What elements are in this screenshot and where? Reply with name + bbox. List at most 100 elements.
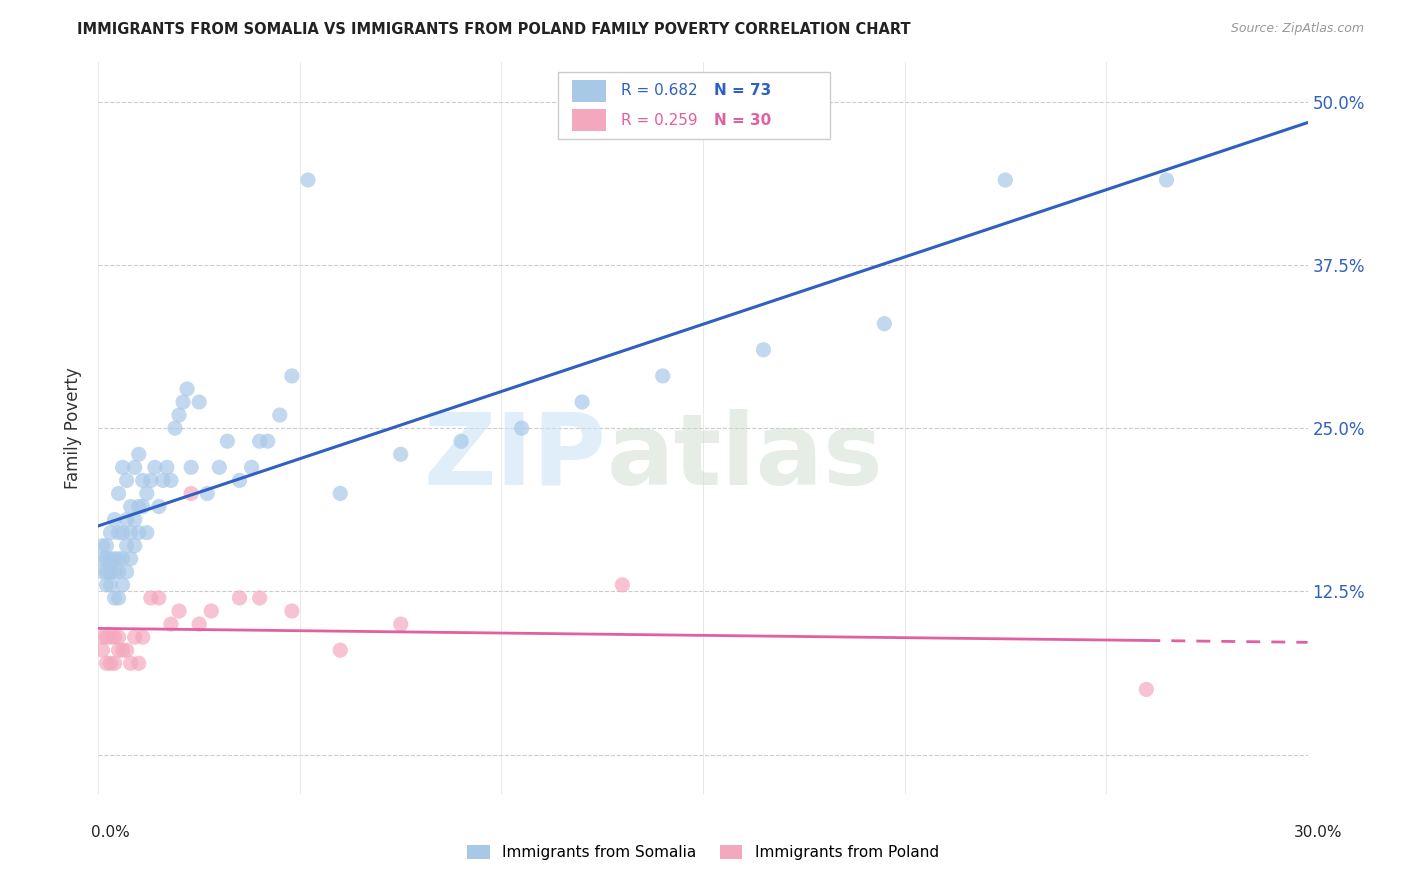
Point [96, 657, 118, 671]
Point [103, 551, 125, 566]
Point [100, 525, 122, 540]
Point [96, 565, 118, 579]
Text: R = 0.682: R = 0.682 [621, 83, 697, 98]
Point [111, 460, 134, 475]
Point [1156, 173, 1178, 187]
Point [96, 578, 118, 592]
Point [329, 486, 352, 500]
Point [120, 657, 142, 671]
Point [172, 395, 194, 409]
Text: Source: ZipAtlas.com: Source: ZipAtlas.com [1230, 22, 1364, 36]
Point [389, 447, 412, 461]
Point [103, 657, 125, 671]
Point [96, 539, 118, 553]
Point [100, 630, 122, 644]
Point [128, 657, 150, 671]
Point [120, 525, 142, 540]
Point [120, 500, 142, 514]
Point [91, 565, 114, 579]
Point [111, 551, 134, 566]
Point [128, 525, 150, 540]
Point [128, 500, 150, 514]
Point [120, 551, 142, 566]
Point [107, 525, 129, 540]
Point [100, 578, 122, 592]
Point [139, 474, 162, 488]
Point [124, 460, 146, 475]
Point [297, 173, 319, 187]
Point [115, 565, 138, 579]
Point [281, 604, 304, 618]
Point [111, 643, 134, 657]
Text: N = 73: N = 73 [714, 83, 770, 98]
Point [167, 604, 190, 618]
Point [100, 657, 122, 671]
Point [103, 591, 125, 605]
Point [96, 551, 118, 566]
Point [256, 434, 278, 449]
Point [180, 460, 202, 475]
Point [180, 486, 202, 500]
Text: IMMIGRANTS FROM SOMALIA VS IMMIGRANTS FROM POLAND FAMILY POVERTY CORRELATION CHA: IMMIGRANTS FROM SOMALIA VS IMMIGRANTS FR… [77, 22, 911, 37]
Text: 30.0%: 30.0% [1295, 825, 1343, 840]
Legend: Immigrants from Somalia, Immigrants from Poland: Immigrants from Somalia, Immigrants from… [461, 839, 945, 866]
Point [450, 434, 472, 449]
Point [132, 474, 155, 488]
Point [107, 486, 129, 500]
Point [107, 565, 129, 579]
Point [115, 643, 138, 657]
Point [160, 617, 183, 632]
Point [111, 525, 134, 540]
Point [135, 486, 157, 500]
Point [115, 539, 138, 553]
Point [156, 460, 179, 475]
Point [188, 395, 211, 409]
Point [200, 604, 222, 618]
Point [160, 474, 183, 488]
Point [124, 539, 146, 553]
Point [91, 551, 114, 566]
Point [135, 525, 157, 540]
Point [1135, 682, 1157, 697]
Point [240, 460, 263, 475]
Point [176, 382, 198, 396]
Point [132, 630, 155, 644]
Y-axis label: Family Poverty: Family Poverty [65, 368, 83, 489]
Point [228, 474, 250, 488]
Point [91, 539, 114, 553]
Point [96, 630, 118, 644]
Bar [572, 109, 606, 131]
Point [269, 408, 291, 422]
Point [139, 591, 162, 605]
Point [195, 486, 218, 500]
Point [107, 591, 129, 605]
Text: 0.0%: 0.0% [91, 825, 131, 840]
Text: N = 30: N = 30 [714, 112, 770, 128]
Point [124, 630, 146, 644]
Point [188, 617, 211, 632]
Point [651, 368, 673, 383]
Point [873, 317, 896, 331]
Point [994, 173, 1017, 187]
Point [107, 643, 129, 657]
Text: R = 0.259: R = 0.259 [621, 112, 697, 128]
Point [163, 421, 186, 435]
Point [91, 643, 114, 657]
Point [107, 551, 129, 566]
Point [571, 395, 593, 409]
Point [128, 447, 150, 461]
Point [100, 565, 122, 579]
Bar [572, 79, 606, 102]
Point [111, 578, 134, 592]
Point [389, 617, 412, 632]
Point [124, 512, 146, 526]
Point [103, 565, 125, 579]
Point [281, 368, 304, 383]
Point [752, 343, 775, 357]
Point [115, 512, 138, 526]
Point [217, 434, 239, 449]
Point [115, 474, 138, 488]
Point [148, 591, 170, 605]
Text: ZIP: ZIP [423, 409, 606, 506]
Point [208, 460, 231, 475]
